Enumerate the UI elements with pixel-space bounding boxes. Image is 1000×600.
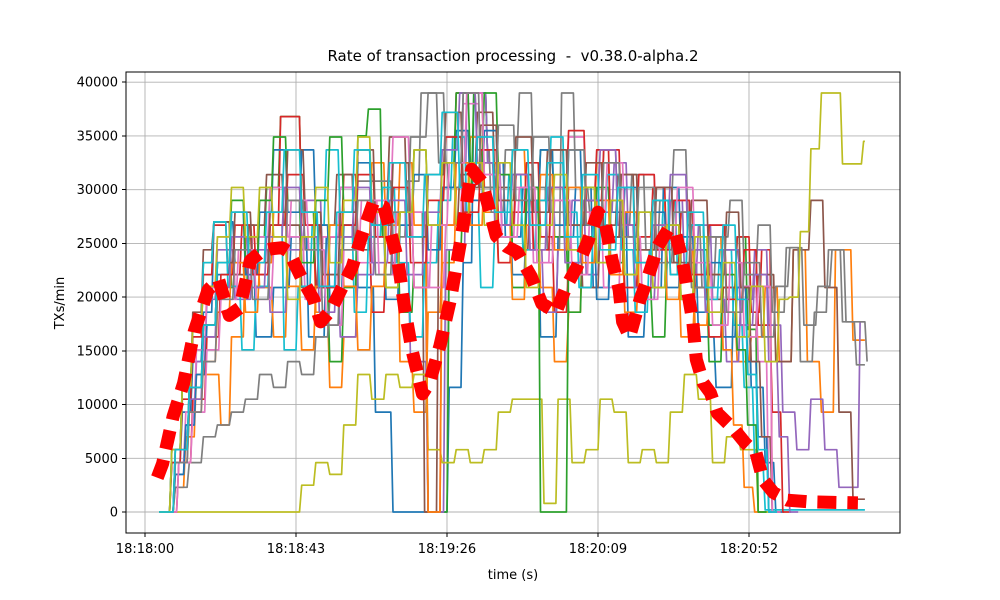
series-line-8 bbox=[162, 373, 771, 513]
y-tick-label: 0 bbox=[110, 506, 118, 521]
y-tick-label: 35000 bbox=[77, 129, 118, 144]
x-tick-label: 18:20:09 bbox=[569, 542, 627, 557]
x-tick-label: 18:18:43 bbox=[267, 542, 325, 557]
chart-title: Rate of transaction processing - v0.38.0… bbox=[327, 47, 698, 65]
y-tick-label: 30000 bbox=[77, 183, 118, 198]
y-tick-label: 10000 bbox=[77, 398, 118, 413]
y-tick-label: 5000 bbox=[85, 452, 118, 467]
series-layer bbox=[159, 92, 868, 513]
y-tick-label: 25000 bbox=[77, 237, 118, 252]
y-axis-label: TXs/min bbox=[53, 277, 68, 331]
y-tick-label: 40000 bbox=[77, 76, 118, 91]
x-axis-label: time (s) bbox=[488, 568, 538, 583]
tick-layer: 18:18:00 18:18:43 18:19:26 18:20:09 18:20:52… bbox=[77, 76, 779, 557]
x-tick-label: 18:18:00 bbox=[116, 542, 174, 557]
mean-line bbox=[151, 162, 859, 510]
series-line-14 bbox=[159, 92, 799, 513]
mean-line-layer bbox=[151, 162, 859, 510]
x-tick-label: 18:20:52 bbox=[720, 542, 778, 557]
axes-spines bbox=[125, 71, 901, 534]
series-line-7 bbox=[159, 92, 865, 513]
x-tick-label: 18:19:26 bbox=[418, 542, 476, 557]
axes-frame bbox=[125, 71, 901, 534]
y-tick-label: 15000 bbox=[77, 344, 118, 359]
y-tick-label: 20000 bbox=[77, 291, 118, 306]
